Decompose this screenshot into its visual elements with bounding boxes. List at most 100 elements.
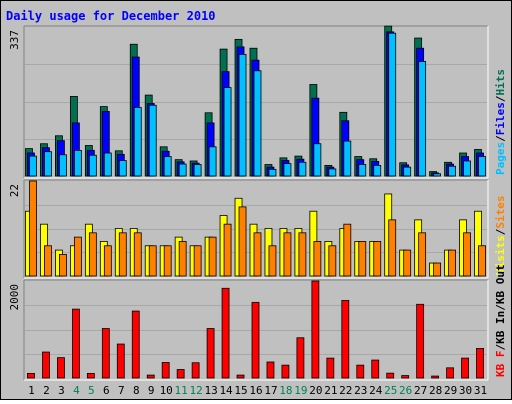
bar-kb-kb-f-day-20: [311, 280, 320, 379]
bar-kb-kb-f-day-10: [161, 362, 170, 379]
bar-kb-kb-f-day-9: [146, 374, 155, 379]
x-tick-label-day-17: 17: [264, 384, 277, 397]
x-tick-label-day-23: 23: [354, 384, 367, 397]
x-tick-label-day-9: 9: [148, 384, 155, 397]
bar-hits-files-pages-pages-day-27: [418, 61, 427, 177]
x-tick-label-day-5: 5: [88, 384, 95, 397]
bar-hits-files-pages-pages-day-8: [133, 107, 142, 177]
bar-hits-files-pages-pages-day-29: [448, 165, 456, 177]
bar-visits-sites-sites-day-20: [313, 241, 322, 277]
x-tick-label-day-27: 27: [414, 384, 427, 397]
x-tick-label-day-14: 14: [219, 384, 233, 397]
bar-hits-files-pages-pages-day-22: [343, 140, 352, 177]
bar-kb-kb-f-day-8: [131, 310, 140, 379]
bar-visits-sites-visits-day-31: [474, 210, 482, 277]
bar-hits-files-pages-pages-day-31: [478, 156, 486, 177]
bar-hits-files-pages-pages-day-13: [208, 146, 217, 177]
bar-kb-kb-f-day-2: [42, 351, 50, 379]
legend-hits-files-pages-entry-1: /: [494, 135, 507, 142]
legend-kb-entry-2: KB In: [494, 311, 507, 344]
legend-kb-entry-3: /: [494, 304, 507, 311]
bar-kb-kb-f-day-21: [326, 357, 335, 379]
bar-visits-sites-sites-day-4: [73, 236, 82, 277]
bar-kb-kb-f-day-28: [431, 375, 440, 379]
bar-kb-kb-f-day-26: [401, 375, 410, 379]
legend-hits-files-pages-entry-4: Hits: [494, 69, 507, 96]
bar-visits-sites-sites-day-12: [193, 245, 202, 277]
bar-visits-sites-sites-day-23: [358, 241, 367, 277]
legend-kb-entry-1: /: [494, 344, 507, 351]
bar-visits-sites-sites-day-15: [238, 206, 247, 277]
bar-hits-files-pages-pages-day-2: [44, 151, 52, 177]
bar-hits-files-pages-pages-day-17: [268, 168, 277, 177]
bar-kb-kb-f-day-14: [221, 287, 230, 379]
bar-kb-kb-f-day-23: [356, 364, 365, 379]
x-tick-label-day-13: 13: [204, 384, 217, 397]
x-tick-label-day-3: 3: [58, 384, 65, 397]
bar-hits-files-pages-pages-day-9: [148, 104, 157, 177]
bar-kb-kb-f-day-27: [416, 303, 425, 379]
bar-visits-sites-sites-day-17: [268, 245, 277, 277]
bar-kb-kb-f-day-24: [371, 359, 380, 379]
bar-kb-kb-f-day-22: [341, 299, 350, 379]
bar-hits-files-pages-pages-day-12: [193, 164, 202, 177]
x-tick-label-day-29: 29: [444, 384, 457, 397]
legend-kb-entry-4: KB Out: [494, 264, 507, 304]
legend-visits-sites-entry-1: /: [494, 228, 507, 235]
panel-visits-sites-legend: Visits/Sites: [494, 196, 507, 276]
bar-visits-sites-sites-day-14: [223, 223, 232, 277]
bar-hits-files-pages-pages-day-30: [463, 160, 471, 177]
bar-hits-files-pages-pages-day-18: [283, 163, 292, 177]
bar-visits-sites-sites-day-10: [163, 245, 172, 277]
bar-hits-files-pages-pages-day-24: [373, 164, 382, 177]
x-tick-label-day-31: 31: [474, 384, 487, 397]
x-tick-label-day-4: 4: [73, 384, 80, 397]
bar-visits-sites-sites-day-3: [59, 254, 67, 277]
x-tick-label-day-7: 7: [118, 384, 125, 397]
bar-hits-files-pages-pages-day-6: [103, 152, 112, 177]
bar-hits-files-pages-pages-day-26: [403, 166, 412, 177]
bar-visits-sites-sites-day-19: [298, 232, 307, 277]
panel-hits-files-pages-legend: Pages/Files/Hits: [494, 69, 507, 175]
bar-kb-kb-f-day-12: [191, 362, 200, 379]
bar-hits-files-pages-pages-day-3: [59, 154, 67, 177]
bar-hits-files-pages-pages-day-10: [163, 156, 172, 177]
bar-kb-kb-f-day-17: [266, 361, 275, 379]
legend-hits-files-pages-entry-3: /: [494, 95, 507, 102]
x-tick-label-day-20: 20: [309, 384, 322, 397]
bar-hits-files-pages-pages-day-25: [388, 32, 397, 177]
x-tick-label-day-19: 19: [294, 384, 307, 397]
panel-hits-files-pages-ymax-label: 337: [8, 30, 21, 50]
bar-visits-sites-sites-day-22: [343, 223, 352, 277]
bar-hits-files-pages-pages-day-15: [238, 54, 247, 177]
x-tick-label-day-11: 11: [175, 384, 188, 397]
bar-visits-sites-sites-day-11: [178, 241, 187, 277]
x-tick-label-day-22: 22: [339, 384, 352, 397]
panel-kb-legend: KB F/KB In/KB Out: [494, 264, 507, 377]
panel-visits-sites-ymax-label: 22: [8, 184, 21, 197]
bar-visits-sites-sites-day-9: [148, 245, 157, 277]
bar-visits-sites-sites-day-5: [88, 232, 97, 277]
bar-hits-files-pages-pages-day-19: [298, 161, 307, 177]
legend-hits-files-pages-entry-2: Files: [494, 102, 507, 135]
bar-visits-sites-sites-day-29: [448, 249, 456, 277]
legend-visits-sites-entry-2: Sites: [494, 196, 507, 229]
bar-kb-kb-f-day-4: [71, 308, 80, 379]
bar-hits-files-pages-pages-day-21: [328, 168, 337, 177]
bar-visits-sites-sites-day-26: [403, 249, 412, 277]
x-tick-label-day-2: 2: [43, 384, 50, 397]
bar-visits-sites-sites-day-8: [133, 232, 142, 277]
bar-kb-kb-f-day-19: [296, 337, 305, 379]
bar-kb-kb-f-day-11: [176, 369, 185, 379]
x-tick-label-day-25: 25: [384, 384, 397, 397]
bar-hits-files-pages-pages-day-4: [73, 149, 82, 177]
bar-kb-kb-f-day-25: [386, 372, 395, 379]
bar-visits-sites-sites-day-21: [328, 245, 337, 277]
x-tick-label-day-24: 24: [369, 384, 383, 397]
bar-hits-files-pages-pages-day-20: [313, 143, 322, 177]
panel-kb-ymax-label: 2000: [8, 284, 21, 311]
bar-kb-kb-f-day-7: [116, 343, 125, 379]
bar-visits-sites-sites-day-13: [208, 236, 217, 277]
x-tick-label-day-26: 26: [399, 384, 412, 397]
